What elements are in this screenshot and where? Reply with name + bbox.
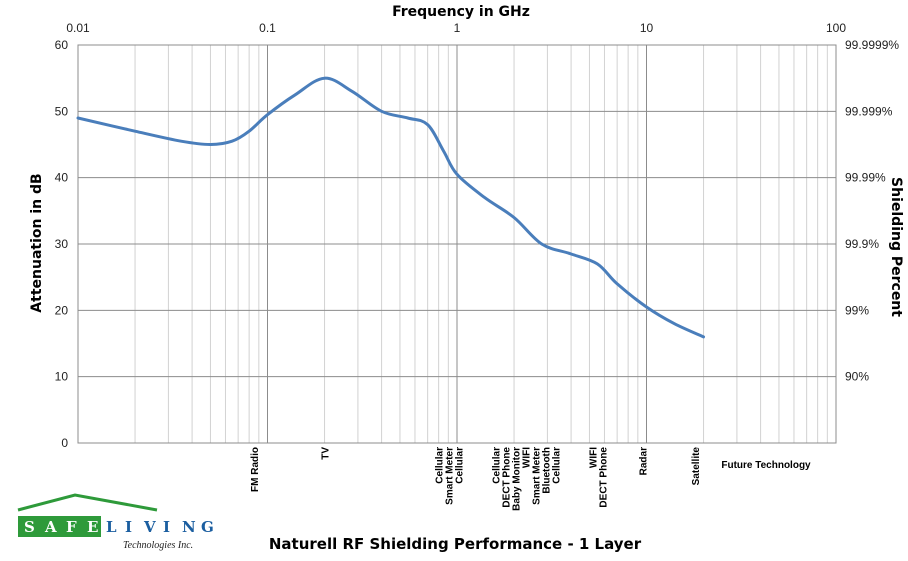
x-tick-label: 10 — [640, 21, 654, 35]
y2-tick-label: 90% — [845, 370, 869, 384]
x-tick-label: 0.01 — [66, 21, 90, 35]
logo-roof-icon — [17, 493, 158, 512]
application-label: WIFI — [588, 447, 599, 468]
application-label: Baby Monitor — [512, 447, 523, 511]
logo-letter: S — [24, 518, 35, 536]
application-label: Cellular — [434, 447, 445, 484]
y-tick-label: 0 — [61, 436, 68, 450]
application-label: DECT Phone — [502, 447, 513, 508]
application-label-group: FM Radio — [250, 447, 261, 492]
application-label-group: Satellite — [691, 447, 702, 486]
x-tick-label: 100 — [826, 21, 846, 35]
application-label: Smart Meter — [532, 447, 543, 505]
application-annotations: FM Radio TV Cellular Smart Meter Cellular Cel… — [250, 447, 702, 511]
y-tick-label: 10 — [55, 370, 69, 384]
series-line — [76, 76, 705, 339]
logo-letter: F — [66, 518, 77, 536]
y2-tick-labels: 90% 99% 99.9% 99.99% 99.999% 99.9999% — [845, 38, 899, 384]
grid — [77, 44, 836, 444]
application-label: Cellular — [454, 447, 465, 484]
y2-axis-title: Shielding Percent — [888, 177, 904, 317]
y2-tick-label: 99.9999% — [845, 38, 899, 52]
y-tick-labels: 0 10 20 30 40 50 60 — [55, 38, 69, 450]
logo-letter: I — [163, 518, 170, 536]
application-label: DECT Phone — [598, 447, 609, 508]
x-tick-label: 0.1 — [259, 21, 276, 35]
application-label-group: Radar — [638, 447, 649, 475]
chart-title: Naturell RF Shielding Performance - 1 La… — [269, 535, 642, 553]
logo-letter: N — [182, 518, 196, 536]
application-label: Cellular — [492, 447, 503, 484]
y-tick-label: 60 — [55, 38, 69, 52]
logo-letter: E — [87, 518, 98, 536]
series — [76, 76, 705, 339]
application-label-group: WIFI DECT Phone — [588, 447, 609, 508]
y-tick-label: 20 — [55, 303, 69, 317]
logo-letter: G — [201, 518, 214, 536]
application-label: FM Radio — [250, 447, 261, 492]
y-axis-title: Attenuation in dB — [29, 173, 45, 312]
application-label-group: Cellular DECT Phone Baby Monitor WIFI Smart … — [492, 447, 563, 511]
y2-tick-label: 99% — [845, 303, 869, 317]
y-tick-label: 50 — [55, 104, 69, 118]
logo-letter: L — [106, 518, 117, 536]
application-label: TV — [321, 447, 332, 460]
logo-letter: V — [143, 518, 156, 536]
application-label: Satellite — [691, 447, 702, 486]
y2-tick-label: 99.9% — [845, 237, 879, 251]
plot-frame — [77, 44, 837, 444]
logo-letter: A — [44, 518, 57, 536]
logo-green-band — [18, 516, 101, 537]
y-tick-label: 40 — [55, 171, 69, 185]
application-label: Cellular — [552, 447, 563, 484]
application-label: Radar — [638, 447, 649, 475]
application-label-group: Cellular Smart Meter Cellular — [434, 447, 465, 505]
application-label: WIFI — [522, 447, 533, 468]
application-label: Bluetooth — [542, 447, 553, 494]
application-label-group: TV — [321, 447, 332, 460]
logo-subtitle: Technologies Inc. — [123, 540, 193, 551]
y2-tick-label: 99.999% — [845, 104, 893, 118]
logo-letter: I — [125, 518, 132, 536]
x-axis-title: Frequency in GHz — [392, 4, 530, 20]
y-tick-label: 30 — [55, 237, 69, 251]
y2-tick-label: 99.99% — [845, 171, 886, 185]
future-technology-label: Future Technology — [721, 460, 811, 471]
x-tick-label: 1 — [454, 21, 461, 35]
x-tick-labels: 0.01 0.1 1 10 100 — [66, 21, 846, 35]
application-label: Smart Meter — [444, 447, 455, 505]
